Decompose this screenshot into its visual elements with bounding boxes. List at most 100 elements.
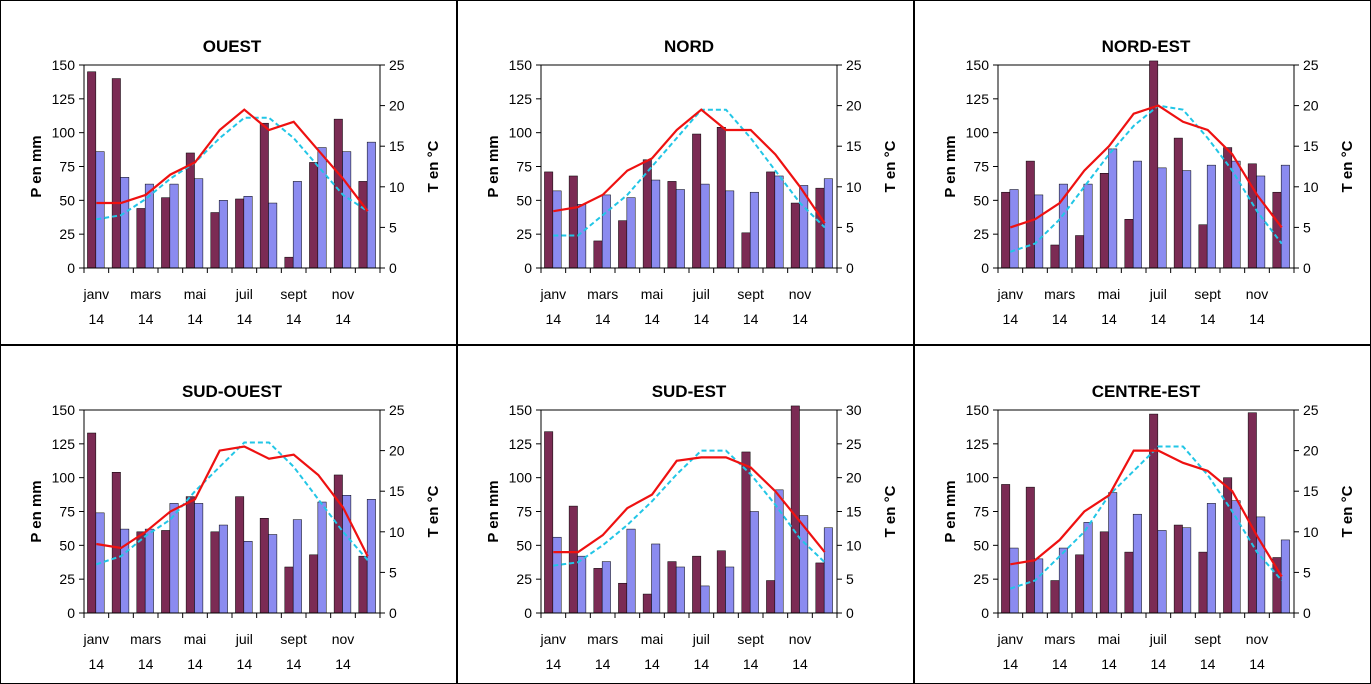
bar-precip-2014 bbox=[259, 122, 269, 269]
chart-panel: CENTRE-EST 0 25 50 75 100 125 150 0 5 10 15 20 25 janv… bbox=[914, 345, 1371, 684]
y-tick-label: 125 bbox=[509, 91, 533, 107]
bar-precip-2014 bbox=[1001, 191, 1011, 269]
bar-precip-normal bbox=[1034, 558, 1044, 614]
bar-precip-normal bbox=[218, 524, 228, 614]
bar-precip-2014 bbox=[1025, 160, 1035, 269]
line-temp-normal bbox=[95, 441, 369, 566]
y2-tick-label: 25 bbox=[846, 436, 862, 452]
bar-precip-normal bbox=[1034, 194, 1044, 269]
y2-tick-label: 20 bbox=[846, 98, 862, 114]
y-axis-title: P en mm bbox=[485, 135, 502, 197]
y-tick-label: 25 bbox=[973, 571, 989, 587]
x-tick-label-month: nov bbox=[1246, 631, 1269, 647]
bar-precip-normal bbox=[1280, 539, 1290, 614]
y-tick-label: 0 bbox=[67, 260, 75, 276]
y2-tick-label: 0 bbox=[1303, 605, 1311, 621]
y-axis-title: P en mm bbox=[942, 480, 959, 542]
y2-axis-title: T en °C bbox=[425, 485, 442, 537]
bar-precip-2014 bbox=[1025, 486, 1035, 614]
y-tick-label: 100 bbox=[509, 125, 533, 141]
y2-tick-label: 5 bbox=[846, 219, 854, 235]
bar-precip-normal bbox=[552, 536, 562, 614]
x-tick-label-month: sept bbox=[1194, 631, 1221, 647]
y2-tick-label: 15 bbox=[1303, 483, 1319, 499]
y-tick-label: 100 bbox=[966, 125, 990, 141]
bar-precip-2014 bbox=[1173, 137, 1183, 269]
line-temp-normal bbox=[96, 116, 369, 221]
y-axis-title: P en mm bbox=[28, 480, 45, 542]
chart-title: NORD bbox=[664, 37, 714, 56]
y2-tick-label: 25 bbox=[1303, 402, 1319, 418]
bar-precip-normal bbox=[601, 194, 611, 269]
x-tick-label-year: 14 bbox=[743, 311, 759, 327]
bar-precip-normal bbox=[268, 202, 278, 269]
x-tick-label-year: 14 bbox=[1151, 311, 1167, 327]
y-tick-label: 75 bbox=[973, 504, 989, 520]
x-tick-label-year: 14 bbox=[138, 656, 154, 672]
y2-tick-label: 5 bbox=[389, 219, 397, 235]
bar-precip-2014 bbox=[790, 202, 800, 269]
bar-precip-2014 bbox=[815, 187, 825, 269]
x-tick-label-year: 14 bbox=[644, 311, 660, 327]
x-tick-label-month: mai bbox=[1098, 631, 1121, 647]
x-tick-label-month: janv bbox=[82, 286, 109, 302]
x-tick-label-year: 14 bbox=[237, 311, 253, 327]
bar-precip-normal bbox=[317, 501, 327, 614]
bar-precip-2014 bbox=[667, 181, 677, 269]
x-tick-label-year: 14 bbox=[335, 311, 351, 327]
x-tick-label-year: 14 bbox=[1249, 311, 1265, 327]
bar-precip-2014 bbox=[1247, 412, 1257, 614]
bar-precip-normal bbox=[675, 566, 685, 614]
chart-panel: NORD 0 25 50 75 100 125 150 0 5 10 15 20 25 janv 14 mars… bbox=[457, 0, 914, 345]
bar-precip-normal bbox=[725, 566, 735, 614]
bar-precip-2014 bbox=[692, 133, 702, 269]
x-tick-label-year: 14 bbox=[1052, 656, 1068, 672]
y2-axis-title: T en °C bbox=[1339, 485, 1356, 537]
x-tick-label-month: nov bbox=[1246, 286, 1269, 302]
x-tick-label-month: sept bbox=[1194, 286, 1221, 302]
x-tick-label-year: 14 bbox=[187, 656, 203, 672]
x-tick-label-month: mai bbox=[184, 286, 207, 302]
bar-precip-2014 bbox=[210, 212, 220, 269]
x-tick-label-year: 14 bbox=[694, 311, 710, 327]
bar-precip-normal bbox=[725, 190, 735, 269]
line-temp-2014 bbox=[96, 445, 369, 557]
bar-precip-2014 bbox=[1173, 524, 1183, 614]
line-temp-normal bbox=[1009, 445, 1283, 590]
x-tick-label-month: janv bbox=[539, 286, 566, 302]
bar-precip-2014 bbox=[692, 555, 702, 614]
bar-precip-2014 bbox=[716, 550, 726, 614]
bar-precip-2014 bbox=[87, 71, 97, 269]
x-tick-label-month: nov bbox=[332, 286, 355, 302]
line-temp-normal bbox=[1009, 104, 1283, 253]
chart-title: NORD-EST bbox=[1102, 37, 1191, 56]
bar-precip-normal bbox=[218, 200, 228, 269]
y2-tick-label: 25 bbox=[1303, 57, 1319, 73]
y2-tick-label: 15 bbox=[846, 138, 862, 154]
y2-tick-label: 25 bbox=[846, 57, 862, 73]
line-temp-normal bbox=[553, 449, 826, 567]
line-temp-2014 bbox=[1009, 104, 1283, 229]
x-tick-label-year: 14 bbox=[1200, 656, 1216, 672]
chart-panel: SUD-EST 0 25 50 75 100 125 150 0 5 10 15 20 25 30 janv 1… bbox=[457, 345, 914, 684]
y-tick-label: 25 bbox=[516, 571, 532, 587]
y2-axis-title: T en °C bbox=[425, 140, 442, 192]
y-tick-label: 0 bbox=[981, 605, 989, 621]
bar-precip-normal bbox=[651, 543, 661, 614]
bar-precip-2014 bbox=[642, 593, 652, 614]
x-tick-label-year: 14 bbox=[546, 311, 562, 327]
bar-precip-2014 bbox=[136, 531, 146, 614]
x-tick-label-month: janv bbox=[996, 286, 1023, 302]
bar-precip-normal bbox=[1206, 503, 1216, 614]
chart-title: SUD-EST bbox=[652, 382, 727, 401]
x-tick-label-month: janv bbox=[996, 631, 1023, 647]
bar-precip-normal bbox=[120, 528, 130, 614]
bar-precip-2014 bbox=[741, 451, 751, 614]
bar-precip-normal bbox=[675, 189, 685, 269]
chart-title: SUD-OUEST bbox=[182, 382, 283, 401]
bar-precip-2014 bbox=[618, 582, 628, 614]
y2-tick-label: 10 bbox=[389, 179, 405, 195]
bar-precip-normal bbox=[1108, 148, 1118, 269]
x-tick-label-month: mars bbox=[130, 631, 161, 647]
x-tick-label-year: 14 bbox=[792, 311, 808, 327]
